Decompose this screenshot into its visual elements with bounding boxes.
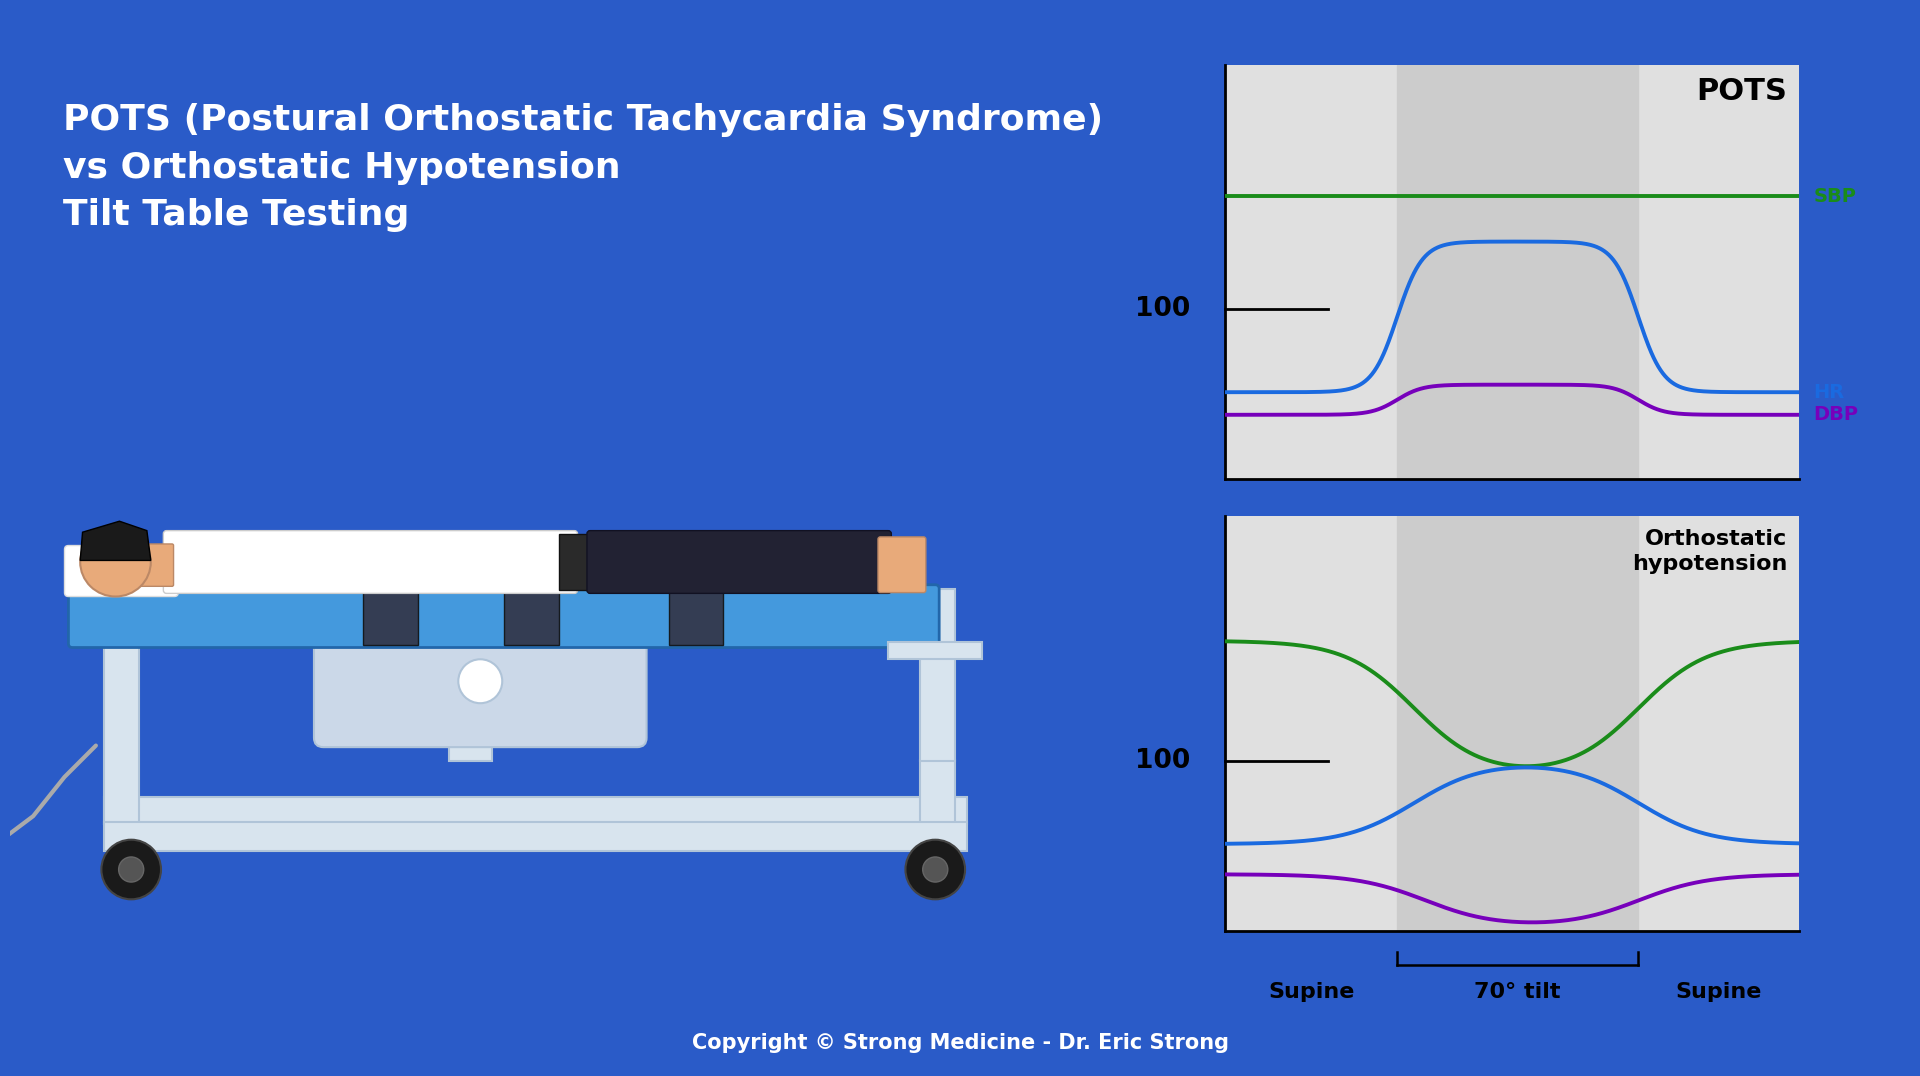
Bar [1398,65,1638,479]
FancyBboxPatch shape [69,584,939,648]
Circle shape [119,856,144,882]
Text: Supine: Supine [1676,982,1763,1003]
Bar [503,582,559,646]
Circle shape [906,839,966,900]
Bar [449,642,492,761]
Bar [889,642,983,660]
Text: POTS: POTS [1697,77,1788,107]
Text: 100: 100 [1135,748,1190,775]
FancyBboxPatch shape [138,544,173,586]
Bar [104,796,966,824]
Bar [104,822,966,851]
Circle shape [102,839,161,900]
Bar [668,582,724,646]
Text: Supine: Supine [1267,982,1354,1003]
Text: Orthostatic
hypotension: Orthostatic hypotension [1632,529,1788,574]
Polygon shape [81,521,152,561]
Circle shape [459,660,503,704]
Text: HR: HR [1812,383,1845,401]
Bar [920,760,954,824]
Text: Copyright © Strong Medicine - Dr. Eric Strong: Copyright © Strong Medicine - Dr. Eric S… [691,1033,1229,1052]
Ellipse shape [81,527,152,596]
Text: 100: 100 [1135,296,1190,323]
FancyBboxPatch shape [588,530,891,593]
Bar [104,639,138,824]
Text: SBP: SBP [1812,187,1857,206]
Bar [920,589,954,761]
Text: DBP: DBP [1812,406,1859,424]
Bar [363,582,417,646]
Text: 70° tilt: 70° tilt [1475,982,1561,1003]
Bar [1398,516,1638,931]
FancyBboxPatch shape [163,530,578,593]
FancyBboxPatch shape [877,537,925,593]
FancyBboxPatch shape [65,546,179,596]
Circle shape [924,856,948,882]
Bar [559,534,593,591]
FancyBboxPatch shape [315,619,647,747]
Text: POTS (Postural Orthostatic Tachycardia Syndrome)
vs Orthostatic Hypotension
Tilt: POTS (Postural Orthostatic Tachycardia S… [63,103,1104,232]
